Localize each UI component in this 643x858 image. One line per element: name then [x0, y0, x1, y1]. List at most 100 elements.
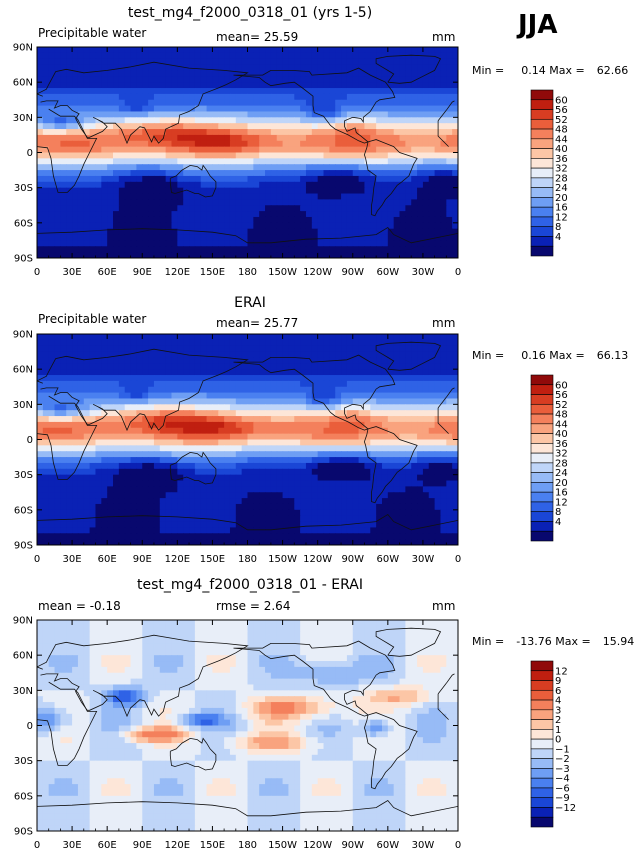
- field-cell: [265, 175, 272, 183]
- field-cell: [42, 351, 50, 359]
- field-cell: [83, 392, 91, 400]
- field-cell: [434, 211, 442, 218]
- field-cell: [107, 82, 114, 89]
- field-cell: [37, 105, 44, 113]
- field-cell: [83, 170, 91, 177]
- field-cell: [317, 427, 325, 435]
- field-cell: [130, 82, 138, 89]
- field-cell: [305, 228, 313, 236]
- field-cell: [54, 193, 61, 200]
- field-cell: [364, 152, 371, 159]
- field-cell: [218, 468, 225, 476]
- field-cell: [148, 164, 155, 171]
- field-cell: [101, 492, 108, 499]
- field-cell: [235, 99, 243, 107]
- field-cell: [341, 416, 348, 423]
- field-cell: [411, 187, 418, 195]
- y-tick-label: 0: [27, 148, 33, 159]
- field-cell: [66, 187, 73, 195]
- field-cell: [323, 93, 330, 101]
- field-cell: [183, 462, 190, 470]
- field-cell: [165, 170, 173, 177]
- field-cell: [300, 339, 307, 347]
- y-tick-label: 30S: [14, 183, 33, 194]
- field-cell: [206, 498, 214, 505]
- field-cell: [440, 222, 447, 230]
- field-cell: [417, 111, 424, 118]
- field-cell: [317, 228, 325, 236]
- field-cell: [376, 339, 383, 347]
- field-cell: [253, 211, 260, 218]
- field-cell: [440, 398, 447, 405]
- field-cell: [136, 76, 143, 83]
- field-cell: [194, 509, 202, 517]
- field-cell: [153, 152, 161, 159]
- field-cell: [440, 170, 447, 177]
- field-cell: [411, 222, 418, 230]
- field-cell: [118, 211, 126, 218]
- field-cell: [60, 492, 67, 499]
- field-cell: [259, 351, 266, 359]
- field-cell: [305, 82, 313, 89]
- field-cell: [352, 433, 360, 441]
- field-cell: [446, 410, 453, 417]
- field-cell: [323, 498, 330, 505]
- field-cell: [189, 339, 196, 347]
- field-cell: [165, 339, 173, 347]
- field-cell: [428, 486, 436, 493]
- field-cell: [124, 158, 132, 165]
- field-cell: [387, 47, 395, 54]
- field-cell: [346, 503, 354, 511]
- field-cell: [148, 462, 155, 470]
- field-cell: [124, 70, 132, 77]
- field-cell: [405, 410, 412, 417]
- field-cell: [83, 123, 91, 130]
- field-cell: [329, 439, 336, 446]
- field-cell: [60, 222, 67, 230]
- field-cell: [440, 175, 447, 183]
- field-cell: [434, 433, 442, 441]
- field-cell: [259, 252, 266, 258]
- field-cell: [224, 445, 231, 452]
- field-cell: [270, 99, 278, 107]
- field-cell: [77, 334, 85, 341]
- field-cell: [77, 503, 85, 511]
- field-cell: [399, 386, 406, 394]
- field-cell: [305, 498, 313, 505]
- field-cell: [300, 152, 307, 159]
- field-cell: [107, 427, 114, 435]
- field-cell: [358, 99, 366, 107]
- field-cell: [370, 152, 377, 159]
- field-cell: [235, 357, 243, 364]
- field-cell: [346, 421, 354, 429]
- field-cell: [276, 375, 284, 382]
- field-cell: [417, 498, 424, 505]
- field-cell: [411, 509, 418, 517]
- field-cell: [107, 439, 114, 446]
- field-cell: [265, 334, 272, 341]
- field-cell: [177, 421, 184, 429]
- field-cell: [142, 134, 149, 142]
- field-cell: [317, 492, 325, 499]
- field-cell: [305, 246, 313, 253]
- field-cell: [399, 193, 406, 200]
- field-cell: [247, 404, 254, 411]
- field-cell: [381, 457, 389, 464]
- field-cell: [171, 357, 178, 364]
- field-cell: [276, 181, 284, 189]
- field-cell: [370, 351, 377, 359]
- field-cell: [37, 339, 44, 347]
- field-cell: [381, 498, 389, 505]
- field-cell: [311, 445, 319, 452]
- field-cell: [89, 509, 97, 517]
- field-cell: [194, 134, 202, 142]
- field-cell: [446, 492, 453, 499]
- field-cell: [352, 480, 360, 487]
- field-cell: [89, 246, 97, 253]
- field-cell: [352, 398, 360, 405]
- field-cell: [95, 158, 102, 165]
- field-cell: [72, 427, 79, 435]
- field-cell: [229, 503, 237, 511]
- field-cell: [393, 345, 401, 353]
- field-cell: [417, 134, 424, 142]
